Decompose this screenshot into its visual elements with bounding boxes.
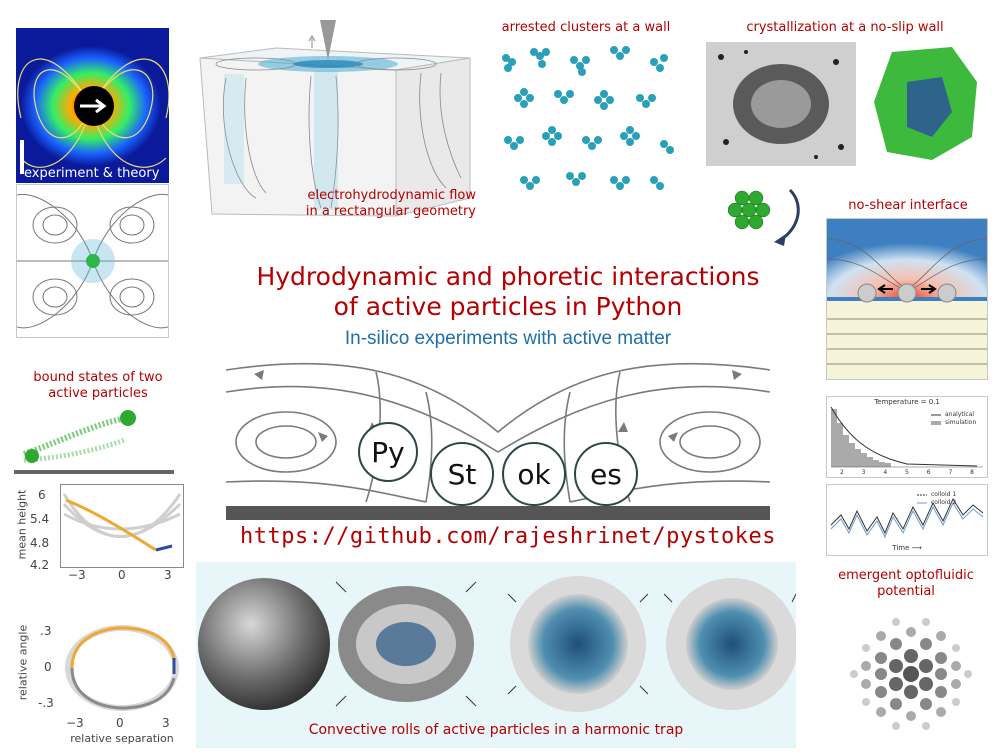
logo-letter-st: St	[447, 457, 477, 491]
logo-streamlines	[226, 362, 770, 520]
angle-xtick: 3	[162, 716, 170, 730]
relative-separation-xlabel: relative separation	[70, 732, 174, 745]
logo-letter-py: Py	[371, 435, 405, 469]
no-shear-figure	[826, 218, 988, 380]
bound-states-image	[14, 410, 174, 474]
convective-rolls-caption: Convective rolls of active particles in …	[308, 722, 684, 738]
crystal-micrograph	[706, 42, 856, 166]
mean-height-ytick: 6	[38, 488, 46, 502]
pystokes-logo	[226, 352, 770, 520]
mean-height-ylabel: mean height	[15, 489, 29, 560]
angle-xtick: 0	[116, 716, 124, 730]
crystallization-simulation	[862, 42, 988, 166]
temperature-xtick: 5	[905, 469, 909, 476]
mean-height-ytick: 5.4	[30, 512, 50, 526]
mean-height-xtick: 0	[118, 568, 126, 582]
emergent-caption-2: potential	[877, 584, 935, 599]
relative-angle-plot: relative angle .3 0 -.3 −3 0 3 relative …	[12, 614, 186, 750]
title-line-1: Hydrodynamic and phoretic interactions	[256, 262, 760, 291]
convective-rolls-panel: Convective rolls of active particles in …	[196, 562, 796, 748]
ehd-caption-1: electrohydrodynamic flow	[307, 188, 476, 203]
relative-angle-ylabel: relative angle	[16, 624, 30, 701]
clusters-image	[502, 46, 674, 190]
no-shear-image	[827, 219, 987, 379]
temperature-legend-1: analytical	[945, 411, 975, 418]
temperature-xtick: 8	[970, 469, 974, 476]
logo-letter-ok: ok	[517, 457, 551, 491]
emergent-caption-1: emergent optofluidic	[838, 568, 974, 583]
mean-height-plot: mean height 6 5.4 4.8 4.2 −3 0 3	[12, 480, 186, 582]
experiment-theory-caption: experiment & theory	[24, 166, 160, 181]
ehd-caption-2: in a rectangular geometry	[305, 204, 476, 219]
temperature-xtick: 4	[883, 469, 888, 476]
trajectory-xlabel: Time ⟶	[892, 544, 922, 552]
crystallization-photo	[706, 42, 856, 166]
logo-bubble-es: es	[574, 442, 638, 506]
convective-spheres	[198, 576, 796, 712]
trajectory-legend-1: colloid 1	[931, 491, 957, 498]
mean-height-curves	[60, 484, 184, 568]
trajectory-lines	[830, 494, 984, 539]
mean-height-ytick: 4.8	[30, 536, 50, 550]
angle-ytick: .3	[40, 624, 52, 638]
bound-states-figure	[14, 404, 174, 476]
ehd-flow-figure: electrohydrodynamic flow in a rectangula…	[196, 18, 476, 219]
bound-states-caption-2: active particles	[48, 386, 148, 401]
heatmap-image	[16, 28, 169, 183]
logo-bubble-ok: ok	[502, 442, 566, 506]
logo-bubble-py: Py	[358, 422, 418, 482]
trajectory-legend-2: colloid 2	[931, 499, 957, 506]
crystallization-caption: crystallization at a no-slip wall	[746, 20, 944, 35]
no-shear-caption: no-shear interface	[848, 198, 968, 213]
trajectory-plot: colloid 1 colloid 2 Time ⟶	[826, 484, 988, 556]
logo-bubble-st: St	[430, 442, 494, 506]
logo-letter-es: es	[590, 457, 622, 491]
github-url-link[interactable]: https://github.com/rajeshrinet/pystokes	[239, 524, 777, 549]
angle-ytick: -.3	[38, 696, 54, 710]
arrested-clusters-caption: arrested clusters at a wall	[501, 20, 671, 35]
mean-height-xtick: −3	[68, 568, 86, 582]
temperature-xtick: 7	[948, 469, 953, 476]
bound-states-caption-1: bound states of two	[33, 370, 163, 385]
temperature-xticks: 2 3 4 5 6 7 8	[827, 469, 987, 476]
title-line-2: of active particles in Python	[333, 292, 683, 321]
arrested-clusters-figure	[494, 40, 678, 198]
crystal-sim-image	[874, 47, 977, 160]
temperature-xtick: 2	[839, 469, 844, 476]
streamline-image	[17, 193, 168, 329]
relative-angle-curves	[65, 625, 179, 711]
optofluidic-pattern	[836, 604, 986, 744]
temperature-histogram	[830, 406, 983, 468]
green-cluster-icon	[728, 184, 818, 246]
mean-height-ytick: 4.2	[30, 558, 50, 572]
temperature-legend-2: simulation	[945, 419, 977, 426]
mean-height-xtick: 3	[164, 568, 172, 582]
subtitle: In-silico experiments with active matter	[344, 328, 672, 349]
angle-xtick: −3	[66, 716, 84, 730]
temperature-xtick: 6	[926, 469, 931, 476]
ehd-box-image	[199, 20, 471, 217]
theory-streamline-panel	[16, 184, 169, 338]
temperature-plot-title: Temperature = 0.1	[874, 398, 940, 406]
temperature-xtick: 3	[861, 469, 866, 476]
experiment-heatmap-panel: experiment & theory	[16, 28, 169, 183]
temperature-plot: Temperature = 0.1 analytical simulation …	[826, 396, 988, 478]
angle-ytick: 0	[44, 660, 52, 674]
optofluidic-dots	[850, 618, 972, 730]
